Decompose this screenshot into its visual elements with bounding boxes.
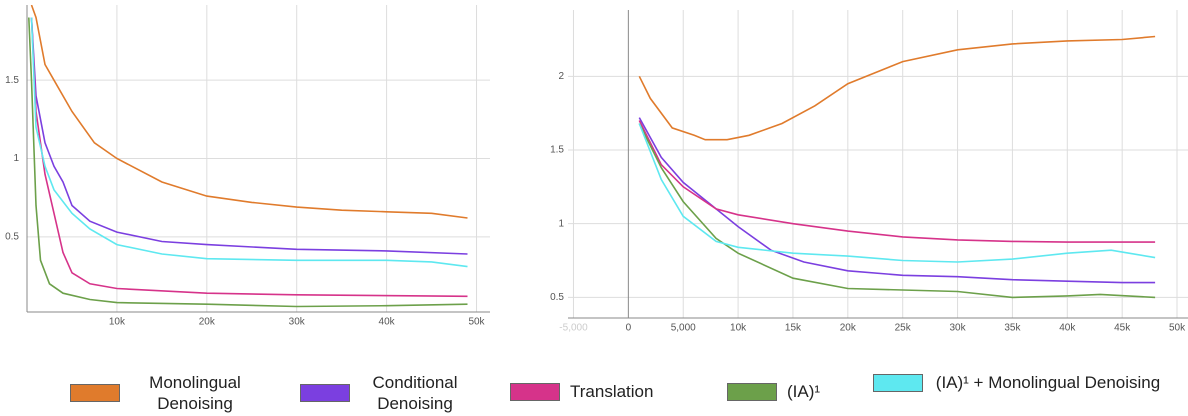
series-line [28,17,468,308]
x-tick-label: 30k [949,323,966,334]
x-tick-label: 0 [626,323,632,334]
x-tick-label: 50k [468,317,485,328]
series-line [30,17,468,255]
x-tick-label: 35k [1004,323,1021,334]
legend-label: (IA)¹ + Monolingual Denoising [935,373,1161,392]
legend-item: Conditional Denoising [300,372,470,414]
series-line [638,123,1156,299]
legend: Monolingual Denoising Conditional Denois… [0,372,1188,416]
x-tick-label: 20k [199,317,216,328]
series-line [638,123,1156,263]
legend-item: (IA)¹ + Monolingual Denoising [873,372,1163,393]
x-tick-label: 5,000 [671,323,696,334]
x-tick-label: 30k [289,317,306,328]
legend-swatch [70,384,120,402]
x-tick-label: 40k [1059,323,1076,334]
y-tick-label: 1.5 [5,75,19,86]
legend-swatch [873,373,923,392]
legend-label: Translation [570,382,654,401]
legend-label: (IA)¹ [787,382,821,401]
x-tick-label: -5,000 [559,323,588,334]
x-tick-label: 25k [895,323,912,334]
x-tick-label: 40k [379,317,396,328]
legend-swatch [727,382,777,401]
y-tick-label: 1.5 [550,145,564,156]
y-tick-label: 1 [13,153,19,164]
legend-label: Conditional Denoising [372,373,458,413]
series-line [638,117,1156,284]
series-line [638,120,1156,243]
legend-item: Monolingual Denoising [70,372,260,414]
y-tick-label: 1 [558,218,564,229]
series-line [638,35,1156,141]
legend-item: (IA)¹ [727,381,820,402]
legend-label: Monolingual Denoising [149,373,241,413]
charts: 0.5 1 1.5 10k 20k 30k 40k 50k 0.5 1 1.5 2 -5,000 0 5,0… [5,5,1188,334]
y-tick-label: 0.5 [5,231,19,242]
x-tick-label: 15k [785,323,802,334]
legend-swatch [300,384,350,402]
x-tick-label: 50k [1169,323,1186,334]
legend-item: Translation [510,381,653,402]
x-tick-label: 10k [109,317,126,328]
y-tick-label: 2 [558,71,564,82]
series-line [30,5,468,219]
x-tick-label: 45k [1114,323,1131,334]
series-line [30,17,468,298]
x-tick-label: 20k [840,323,857,334]
y-tick-label: 0.5 [550,292,564,303]
series-line [30,17,468,268]
x-tick-label: 10k [730,323,747,334]
legend-swatch [510,382,560,401]
